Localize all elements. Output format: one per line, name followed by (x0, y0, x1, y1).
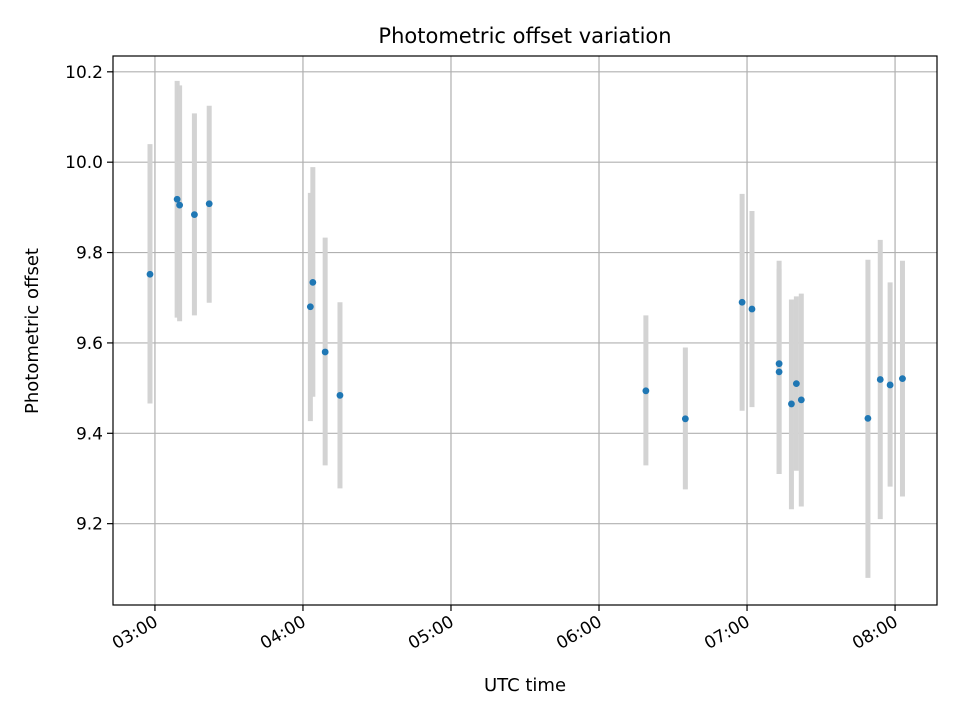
y-tick-label: 10.2 (65, 63, 103, 83)
data-point (642, 387, 650, 395)
data-point (146, 270, 154, 278)
data-point (321, 348, 329, 356)
data-point (788, 400, 795, 408)
y-tick-label: 9.6 (76, 334, 103, 354)
data-point (306, 303, 314, 311)
y-axis-title: Photometric offset (22, 248, 43, 414)
x-axis-title: UTC time (484, 675, 566, 696)
y-tick-label: 9.4 (76, 424, 103, 444)
data-point (176, 201, 184, 209)
data-point (748, 305, 756, 313)
data-point (336, 391, 344, 399)
y-tick-label: 9.2 (76, 515, 103, 535)
data-point (775, 360, 783, 368)
data-point (775, 368, 783, 376)
data-point (899, 375, 906, 383)
data-point (191, 211, 198, 219)
data-point (886, 381, 894, 389)
y-axis: 9.2 9.4 9.6 9.8 10.0 10.2 (65, 63, 113, 535)
data-point (864, 414, 872, 422)
y-tick-label: 10.0 (65, 153, 103, 173)
data-point (205, 200, 213, 208)
data-point (797, 396, 805, 404)
data-points (146, 195, 906, 423)
plot-frame (112, 55, 938, 606)
data-point (681, 415, 689, 423)
grid (113, 56, 937, 605)
data-point (173, 195, 181, 203)
y-tick-label: 9.8 (76, 244, 103, 264)
data-point (792, 380, 800, 387)
data-point (738, 298, 746, 306)
data-point (876, 376, 884, 383)
data-point (309, 278, 317, 286)
chart-title: Photometric offset variation (378, 24, 671, 48)
